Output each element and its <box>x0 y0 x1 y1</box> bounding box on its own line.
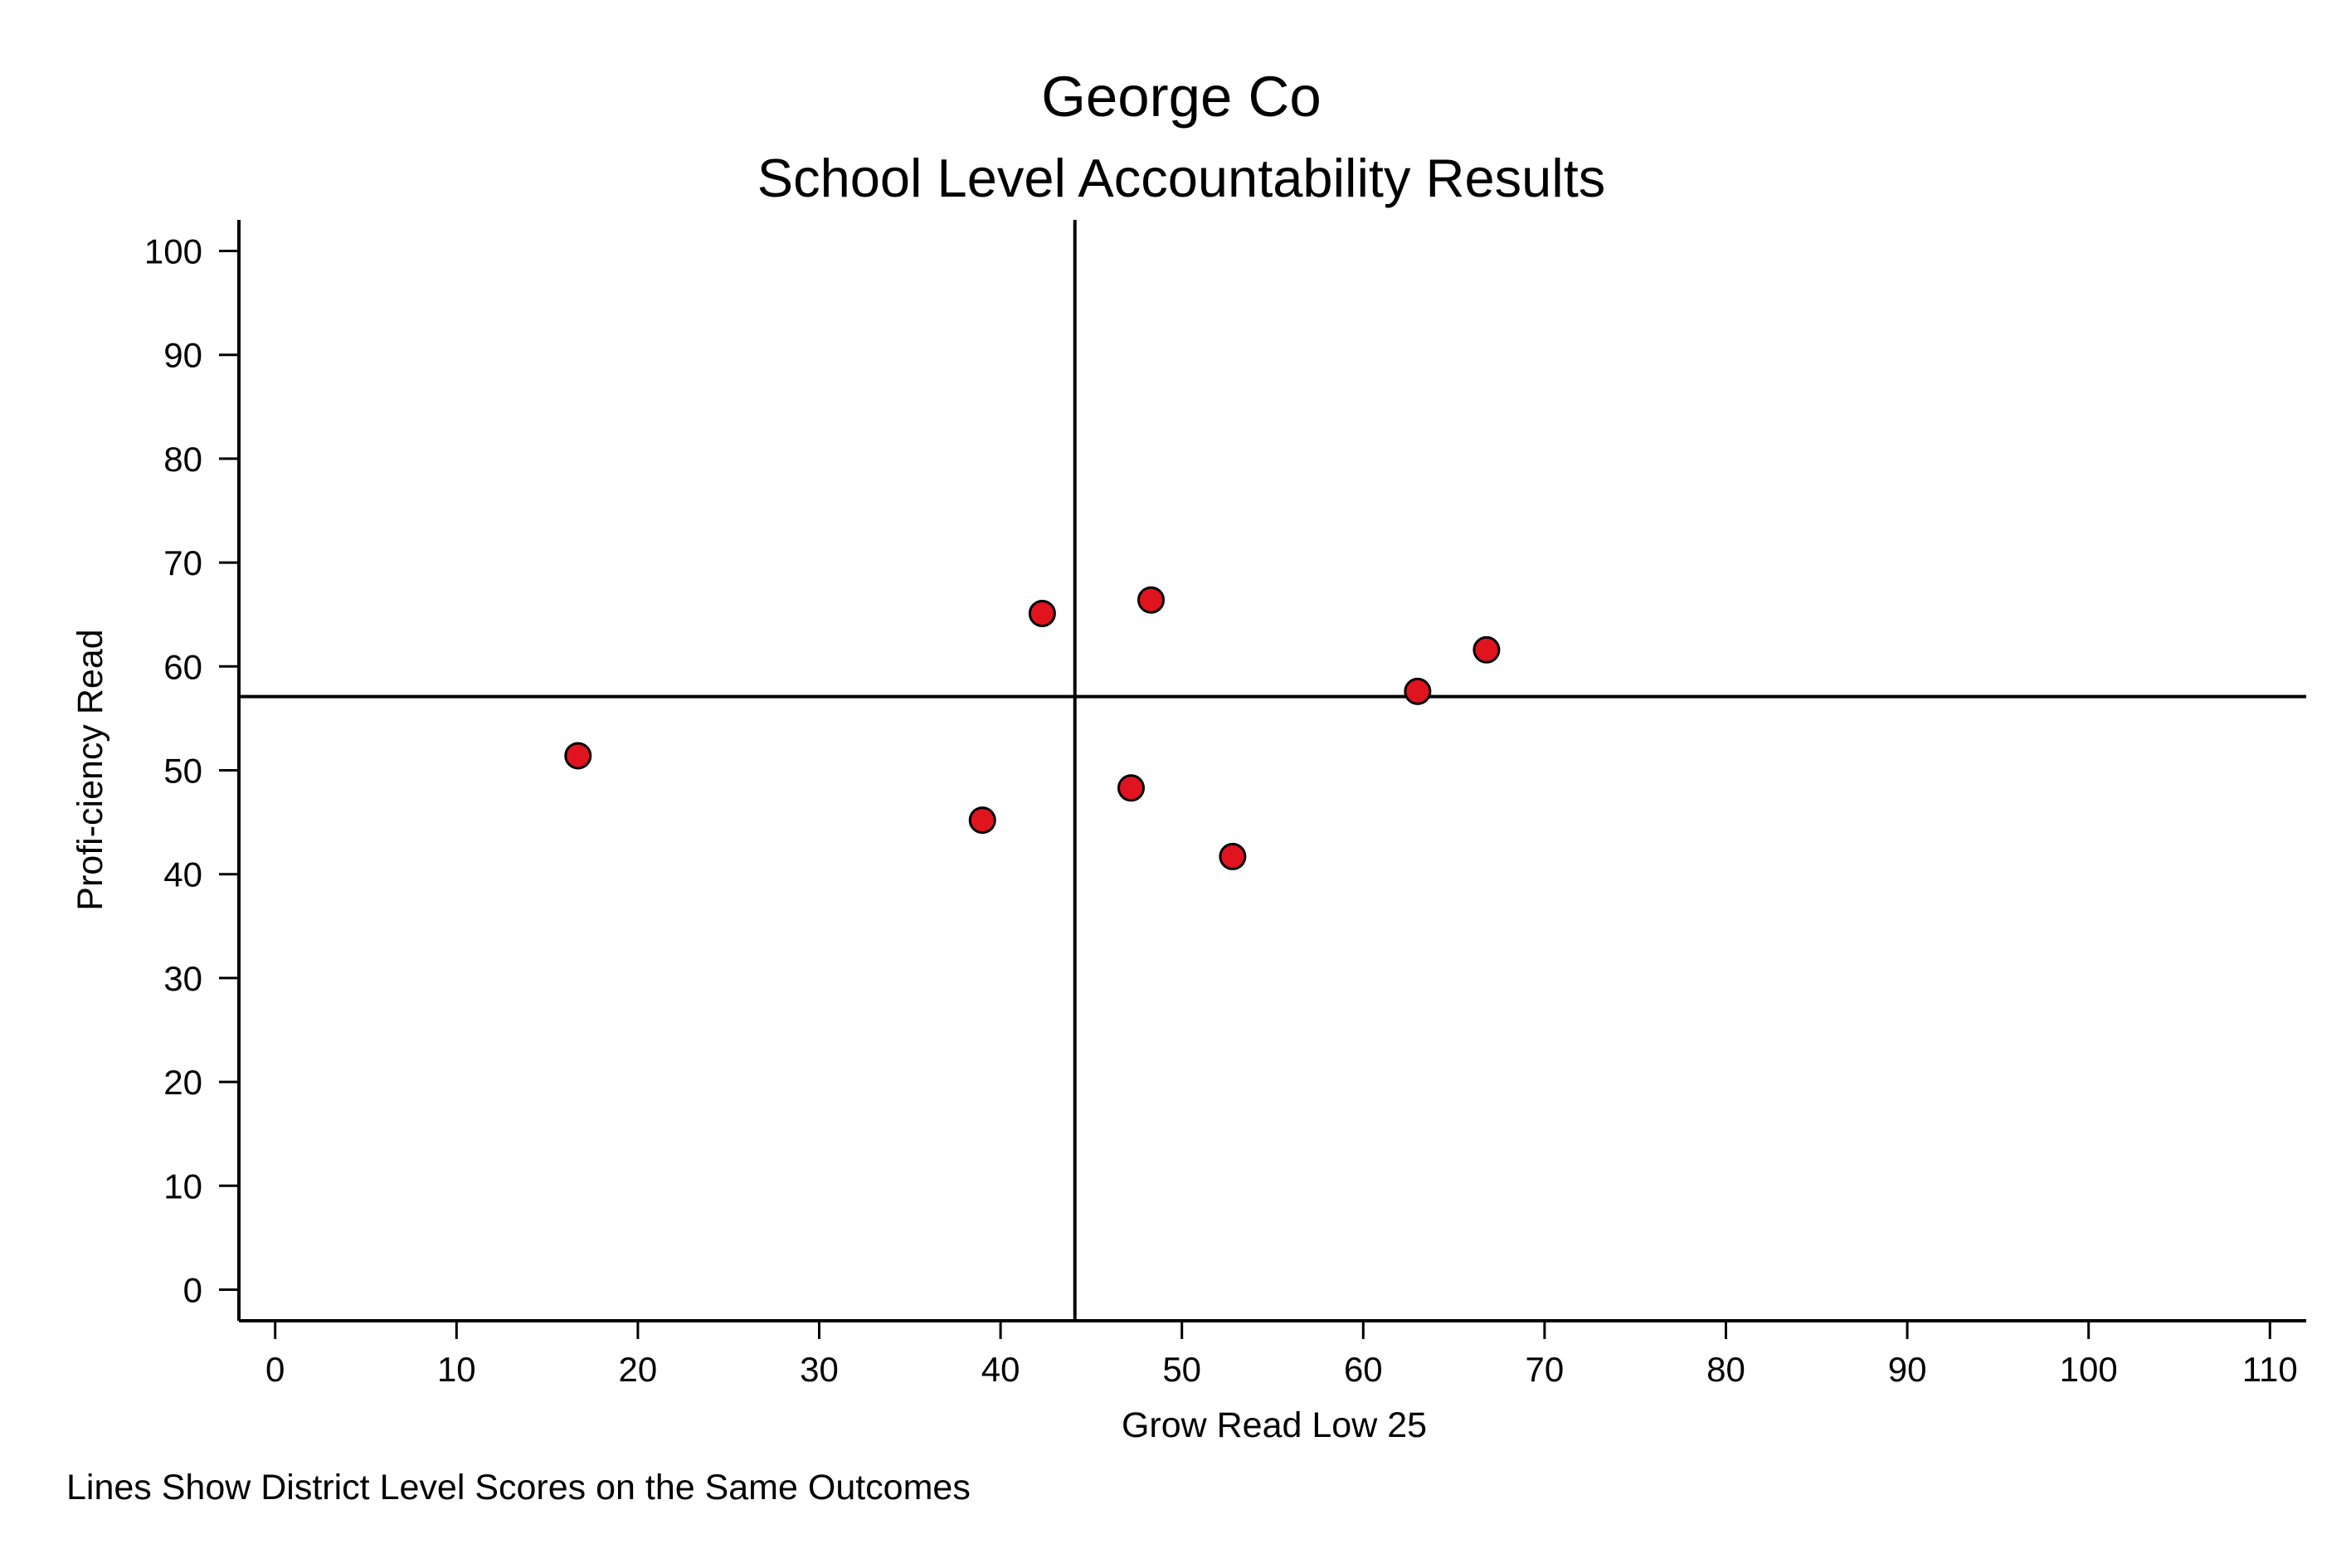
x-tick-label: 50 <box>1162 1350 1201 1389</box>
chart-title: George Co <box>1041 65 1322 129</box>
x-tick-label: 100 <box>2060 1350 2118 1389</box>
x-tick-label: 80 <box>1706 1350 1745 1389</box>
y-axis-title: Profi-ciency Read <box>71 629 110 910</box>
y-tick-label: 70 <box>163 543 202 582</box>
data-point <box>1404 677 1432 705</box>
y-tick-label: 100 <box>144 232 202 271</box>
x-tick-label: 30 <box>800 1350 839 1389</box>
x-tick-label: 60 <box>1344 1350 1383 1389</box>
x-tick-label: 110 <box>2242 1350 2298 1389</box>
y-axis: 0 10 20 30 40 50 60 70 80 90 100 <box>144 220 241 1321</box>
y-tick-label: 60 <box>163 647 202 686</box>
y-tick-label: 10 <box>163 1166 202 1205</box>
x-axis: 0 10 20 30 40 50 60 70 80 90 100 110 <box>239 1319 2306 1389</box>
data-point <box>564 742 592 770</box>
data-points <box>564 586 1501 870</box>
data-point <box>968 806 996 835</box>
data-point <box>1472 635 1501 664</box>
x-tick-label: 0 <box>265 1350 285 1389</box>
x-tick-label: 10 <box>437 1350 476 1389</box>
y-tick-label: 80 <box>163 440 202 479</box>
data-point <box>1117 774 1145 802</box>
data-point <box>1028 599 1056 627</box>
data-point <box>1137 586 1166 614</box>
data-point <box>1219 842 1247 870</box>
x-tick-label: 40 <box>981 1350 1020 1389</box>
x-axis-title: Grow Read Low 25 <box>1122 1405 1427 1445</box>
y-tick-label: 40 <box>163 855 202 894</box>
y-tick-label: 50 <box>163 752 202 791</box>
x-tick-label: 70 <box>1526 1350 1565 1389</box>
chart-subtitle: School Level Accountability Results <box>757 148 1606 208</box>
y-tick-label: 30 <box>163 959 202 998</box>
y-tick-label: 90 <box>163 336 202 375</box>
x-tick-label: 20 <box>619 1350 658 1389</box>
x-tick-label: 90 <box>1888 1350 1927 1389</box>
y-tick-label: 0 <box>183 1270 202 1309</box>
district-reference-lines <box>239 220 2306 1321</box>
y-tick-label: 20 <box>163 1063 202 1102</box>
chart-note: Lines Show District Level Scores on the … <box>66 1468 971 1507</box>
